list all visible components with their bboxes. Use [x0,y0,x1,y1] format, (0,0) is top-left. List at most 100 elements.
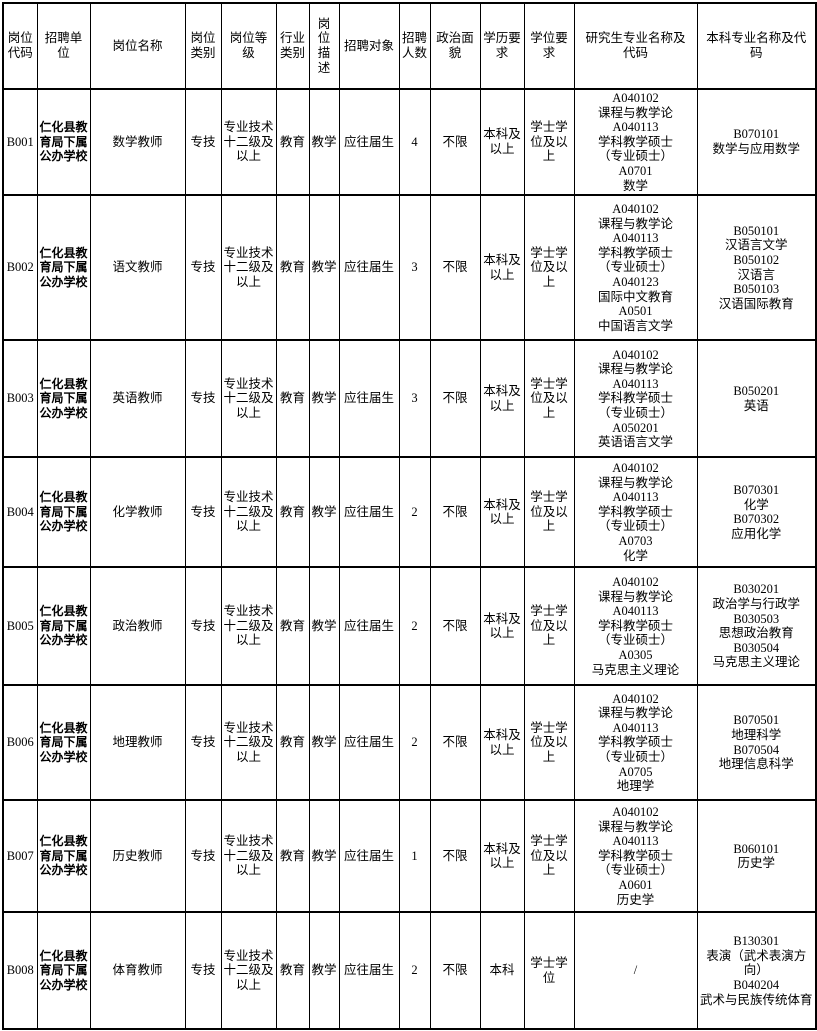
cell-undergrad_majors: B030201 政治学与行政学 B030503 思想政治教育 B030504 马… [696,566,817,687]
cell-industry: 教育 [275,684,310,802]
cell-industry: 教育 [275,566,310,687]
column-header-name: 岗位名称 [89,2,186,90]
cell-unit: 仁化县教 育局下属 公办学校 [36,456,91,569]
cell-undergrad_majors: B050201 英语 [696,339,817,459]
cell-count: 2 [398,456,431,569]
table-row: B003 仁化县教 育局下属 公办学校 英语教师 专技 专业技术 十二级及 以上 教育 教学… [2,339,817,459]
cell-unit: 仁化县教 育局下属 公办学校 [36,911,91,1031]
cell-education: 本科 [479,911,525,1031]
cell-degree: 学士学 位及以 上 [523,799,575,914]
table-row: B008 仁化县教 育局下属 公办学校 体育教师 专技 专业技术 十二级及 以上 教育 教学… [2,911,817,1031]
cell-count: 2 [398,566,431,687]
cell-name: 数学教师 [89,87,186,197]
header-row: 岗位 代码 招聘单 位岗位名称 岗位 类别 岗位等 级行业 类别岗 位 描 述招聘对象… [2,2,817,90]
cell-undergrad_majors: B070301 化学 B070302 应用化学 [696,456,817,569]
cell-degree: 学士学 位及以 上 [523,339,575,459]
cell-count: 3 [398,194,431,342]
cell-industry: 教育 [275,456,310,569]
cell-education: 本科及 以上 [479,799,525,914]
cell-count: 2 [398,911,431,1031]
cell-degree: 学士学 位 [523,911,575,1031]
column-header-target: 招聘对象 [338,2,400,90]
cell-political: 不限 [429,194,481,342]
column-header-political: 政治面 貌 [429,2,481,90]
cell-grad_majors: A040102 课程与教学论 A040113 学科教学硕士 （专业硕士） A07… [573,87,698,197]
cell-category: 专技 [184,566,222,687]
cell-grade: 专业技术 十二级及 以上 [220,194,277,342]
cell-unit: 仁化县教 育局下属 公办学校 [36,87,91,197]
cell-unit: 仁化县教 育局下属 公办学校 [36,684,91,802]
cell-duty: 教学 [308,684,340,802]
cell-category: 专技 [184,339,222,459]
cell-education: 本科及 以上 [479,194,525,342]
table-body: B001 仁化县教 育局下属 公办学校 数学教师 专技 专业技术 十二级及 以上 教育 教学… [2,87,817,1031]
cell-code: B001 [2,87,38,197]
cell-code: B008 [2,911,38,1031]
cell-education: 本科及 以上 [479,566,525,687]
column-header-grade: 岗位等 级 [220,2,277,90]
column-header-undergrad_majors: 本科专业名称及代 码 [696,2,817,90]
table-row: B006 仁化县教 育局下属 公办学校 地理教师 专技 专业技术 十二级及 以上 教育 教学… [2,684,817,802]
cell-political: 不限 [429,684,481,802]
cell-education: 本科及 以上 [479,684,525,802]
cell-duty: 教学 [308,799,340,914]
cell-education: 本科及 以上 [479,456,525,569]
cell-political: 不限 [429,566,481,687]
cell-degree: 学士学 位及以 上 [523,566,575,687]
cell-duty: 教学 [308,87,340,197]
column-header-category: 岗位 类别 [184,2,222,90]
cell-code: B006 [2,684,38,802]
column-header-education: 学历要 求 [479,2,525,90]
cell-degree: 学士学 位及以 上 [523,87,575,197]
cell-category: 专技 [184,87,222,197]
cell-grad_majors: A040102 课程与教学论 A040113 学科教学硕士 （专业硕士） A07… [573,456,698,569]
cell-grade: 专业技术 十二级及 以上 [220,87,277,197]
cell-category: 专技 [184,456,222,569]
cell-industry: 教育 [275,194,310,342]
cell-duty: 教学 [308,911,340,1031]
cell-degree: 学士学 位及以 上 [523,194,575,342]
cell-grad_majors: / [573,911,698,1031]
cell-count: 2 [398,684,431,802]
column-header-industry: 行业 类别 [275,2,310,90]
cell-target: 应往届生 [338,456,400,569]
column-header-code: 岗位 代码 [2,2,38,90]
cell-name: 历史教师 [89,799,186,914]
cell-target: 应往届生 [338,87,400,197]
cell-code: B007 [2,799,38,914]
column-header-degree: 学位要 求 [523,2,575,90]
cell-target: 应往届生 [338,339,400,459]
cell-political: 不限 [429,911,481,1031]
cell-political: 不限 [429,456,481,569]
cell-industry: 教育 [275,911,310,1031]
cell-grade: 专业技术 十二级及 以上 [220,911,277,1031]
column-header-unit: 招聘单 位 [36,2,91,90]
cell-undergrad_majors: B130301 表演（武术表演方 向） B040204 武术与民族传统体育 [696,911,817,1031]
cell-count: 3 [398,339,431,459]
cell-code: B002 [2,194,38,342]
cell-name: 体育教师 [89,911,186,1031]
cell-duty: 教学 [308,456,340,569]
column-header-duty: 岗 位 描 述 [308,2,340,90]
table-row: B001 仁化县教 育局下属 公办学校 数学教师 专技 专业技术 十二级及 以上 教育 教学… [2,87,817,197]
cell-unit: 仁化县教 育局下属 公办学校 [36,339,91,459]
cell-political: 不限 [429,87,481,197]
cell-target: 应往届生 [338,911,400,1031]
cell-duty: 教学 [308,194,340,342]
cell-undergrad_majors: B070101 数学与应用数学 [696,87,817,197]
cell-category: 专技 [184,799,222,914]
cell-undergrad_majors: B070501 地理科学 B070504 地理信息科学 [696,684,817,802]
cell-target: 应往届生 [338,684,400,802]
cell-category: 专技 [184,194,222,342]
cell-grad_majors: A040102 课程与教学论 A040113 学科教学硕士 （专业硕士） A06… [573,799,698,914]
cell-grad_majors: A040102 课程与教学论 A040113 学科教学硕士 （专业硕士） A07… [573,684,698,802]
cell-name: 政治教师 [89,566,186,687]
column-header-grad_majors: 研究生专业名称及 代码 [573,2,698,90]
cell-political: 不限 [429,339,481,459]
cell-degree: 学士学 位及以 上 [523,456,575,569]
cell-political: 不限 [429,799,481,914]
cell-category: 专技 [184,684,222,802]
table-row: B002 仁化县教 育局下属 公办学校 语文教师 专技 专业技术 十二级及 以上 教育 教学… [2,194,817,342]
cell-industry: 教育 [275,87,310,197]
